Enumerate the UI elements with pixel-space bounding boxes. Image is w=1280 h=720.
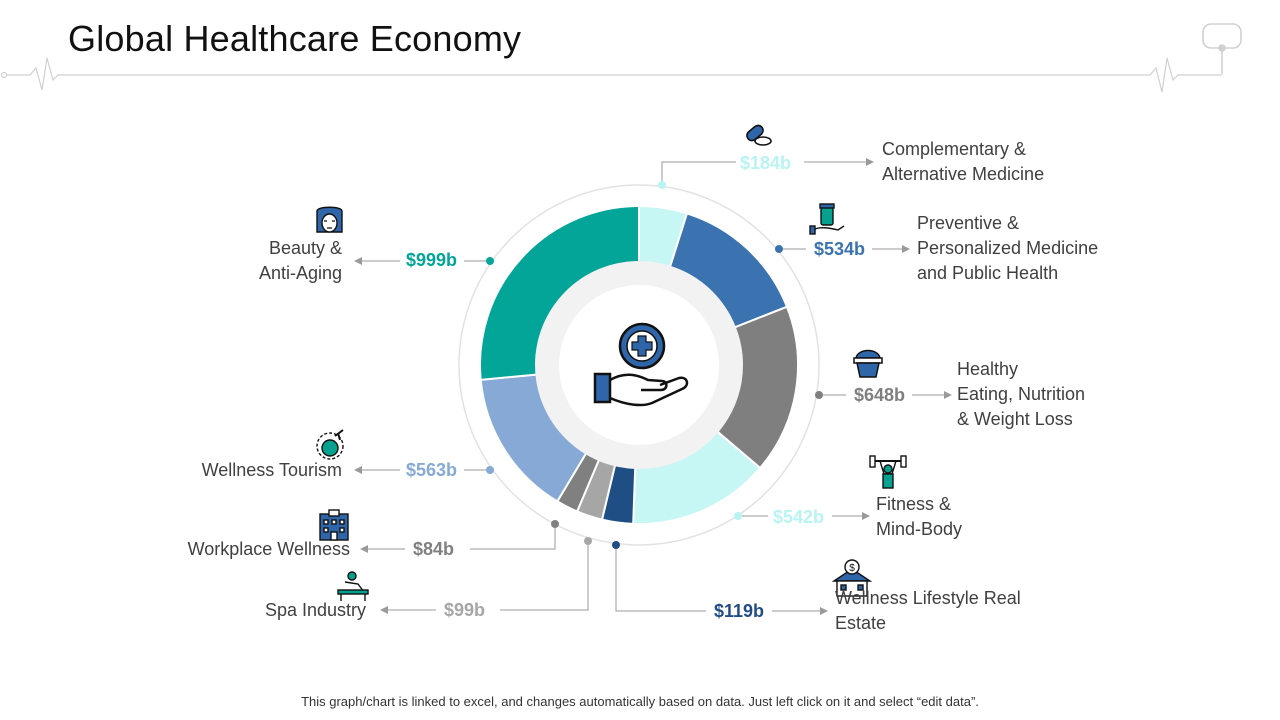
header-heartbeat-line [0, 57, 1222, 93]
value-spa-industry: $99b [444, 600, 486, 620]
value-wellness-tourism: $563b [406, 460, 458, 480]
leader-dot [486, 257, 494, 265]
value-wellness-real-estate: $119b [714, 601, 765, 621]
globe-plane-icon [316, 429, 344, 460]
value-beauty-anti-aging: $999b [406, 250, 458, 270]
leader-arrow [360, 545, 368, 553]
leader-arrow [354, 466, 362, 474]
medicine-hand-icon [809, 203, 845, 235]
label-spa-industry: Spa Industry [264, 600, 366, 620]
leader-arrow [820, 607, 828, 615]
food-basket-icon [853, 349, 883, 378]
value-workplace-wellness: $84b [413, 539, 455, 559]
leader-line [661, 161, 866, 181]
leader-dot [551, 520, 559, 528]
weightlifting-icon [869, 455, 907, 489]
pills-icon [746, 124, 772, 146]
leader-line [388, 545, 589, 611]
leader-lines [354, 158, 952, 615]
svg-text:$: $ [849, 563, 855, 574]
label-preventive-medicine: Preventive & Personalized Medicine and P… [917, 213, 1099, 283]
stethoscope-icon [1202, 23, 1242, 74]
value-complementary-medicine: $184b [740, 153, 792, 173]
leader-dot [612, 541, 620, 549]
value-preventive-medicine: $534b [814, 239, 866, 259]
leader-arrow [866, 158, 874, 166]
value-healthy-eating: $648b [854, 385, 906, 405]
house-dollar-icon: $ [831, 559, 873, 597]
spa-massage-icon [337, 571, 369, 601]
leader-dot [815, 391, 823, 399]
leader-dot [734, 512, 742, 520]
leader-line [615, 549, 820, 612]
leader-arrow [902, 245, 910, 253]
leader-line [368, 528, 556, 550]
leader-arrow [944, 391, 952, 399]
label-fitness: Fitness & Mind-Body [876, 494, 963, 539]
label-beauty-anti-aging: Beauty & Anti-Aging [258, 238, 342, 283]
hand-medical-cross-icon [593, 322, 689, 407]
value-fitness: $542b [773, 507, 825, 527]
leader-dot [658, 181, 666, 189]
leader-dot [584, 537, 592, 545]
footnote: This graph/chart is linked to excel, and… [301, 694, 979, 709]
woman-face-icon [316, 206, 343, 233]
leader-dot [486, 466, 494, 474]
label-complementary-medicine: Complementary & Alternative Medicine [882, 139, 1045, 184]
label-workplace-wellness: Workplace Wellness [187, 539, 350, 559]
page-title: Global Healthcare Economy [68, 18, 522, 59]
leader-dot [775, 245, 783, 253]
leader-arrow [862, 512, 870, 520]
leader-arrow [354, 257, 362, 265]
label-wellness-tourism: Wellness Tourism [201, 460, 342, 480]
label-healthy-eating: Healthy Eating, Nutrition & Weight Loss [957, 359, 1086, 429]
office-building-icon [319, 509, 349, 541]
leader-arrow [380, 606, 388, 614]
outer-ring [458, 184, 820, 546]
label-wellness-real-estate: Wellness Lifestyle Real Estate [835, 588, 1021, 633]
